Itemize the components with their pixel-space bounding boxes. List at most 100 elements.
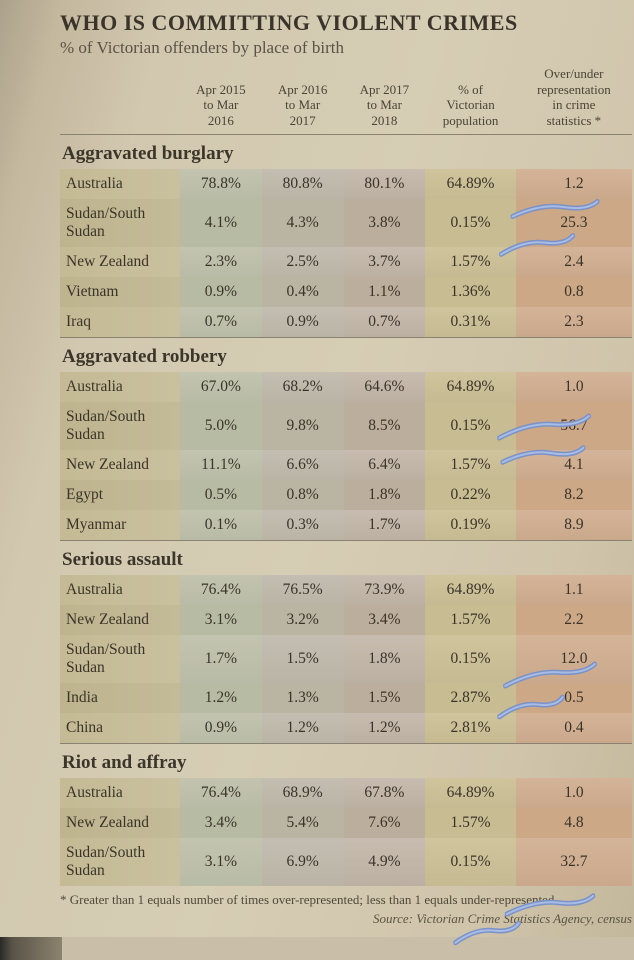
data-cell: 64.89% — [425, 778, 516, 808]
data-cell: 0.4% — [262, 277, 344, 307]
table-row: India1.2%1.3%1.5%2.87%0.5 — [60, 683, 632, 713]
data-cell: 2.3% — [180, 247, 262, 277]
data-cell: 56.7 — [516, 402, 632, 450]
country-name: New Zealand — [60, 450, 180, 480]
data-cell: 1.7% — [180, 635, 262, 683]
data-cell: 0.15% — [425, 635, 516, 683]
table-row: Myanmar0.1%0.3%1.7%0.19%8.9 — [60, 510, 632, 541]
data-cell: 1.5% — [262, 635, 344, 683]
column-header-row: Apr 2015to Mar2016 Apr 2016to Mar2017 Ap… — [60, 64, 632, 135]
data-cell: 1.57% — [425, 450, 516, 480]
table-row: China0.9%1.2%1.2%2.81%0.4 — [60, 713, 632, 744]
country-name: Vietnam — [60, 277, 180, 307]
data-cell: 11.1% — [180, 450, 262, 480]
country-name: Australia — [60, 575, 180, 605]
table-row: New Zealand2.3%2.5%3.7%1.57%2.4 — [60, 247, 632, 277]
table-row: Egypt0.5%0.8%1.8%0.22%8.2 — [60, 480, 632, 510]
data-cell: 6.6% — [262, 450, 344, 480]
country-name: Sudan/South Sudan — [60, 199, 180, 247]
country-name: Sudan/South Sudan — [60, 838, 180, 886]
data-cell: 0.8% — [262, 480, 344, 510]
data-cell: 64.6% — [344, 372, 426, 402]
data-cell: 12.0 — [516, 635, 632, 683]
country-name: Sudan/South Sudan — [60, 635, 180, 683]
data-cell: 0.5% — [180, 480, 262, 510]
data-cell: 80.8% — [262, 169, 344, 199]
data-cell: 1.36% — [425, 277, 516, 307]
country-name: New Zealand — [60, 808, 180, 838]
country-name: Sudan/South Sudan — [60, 402, 180, 450]
article-clipping: WHO IS COMMITTING VIOLENT CRIMES % of Vi… — [0, 0, 634, 937]
data-cell: 64.89% — [425, 372, 516, 402]
section-header: Riot and affray — [60, 744, 632, 779]
data-cell: 1.57% — [425, 247, 516, 277]
data-cell: 3.7% — [344, 247, 426, 277]
data-cell: 3.4% — [344, 605, 426, 635]
data-cell: 2.4 — [516, 247, 632, 277]
col-period-3: Apr 2017to Mar2018 — [344, 64, 426, 135]
data-cell: 4.3% — [262, 199, 344, 247]
crime-statistics-table: Apr 2015to Mar2016 Apr 2016to Mar2017 Ap… — [60, 64, 632, 886]
data-cell: 6.9% — [262, 838, 344, 886]
data-cell: 0.9% — [262, 307, 344, 338]
headline: WHO IS COMMITTING VIOLENT CRIMES — [60, 10, 632, 36]
col-period-2: Apr 2016to Mar2017 — [262, 64, 344, 135]
table-row: Vietnam0.9%0.4%1.1%1.36%0.8 — [60, 277, 632, 307]
data-cell: 0.15% — [425, 402, 516, 450]
table-row: Iraq0.7%0.9%0.7%0.31%2.3 — [60, 307, 632, 338]
data-cell: 2.87% — [425, 683, 516, 713]
data-cell: 32.7 — [516, 838, 632, 886]
table-row: New Zealand3.4%5.4%7.6%1.57%4.8 — [60, 808, 632, 838]
data-cell: 1.3% — [262, 683, 344, 713]
data-cell: 1.0 — [516, 778, 632, 808]
data-cell: 67.0% — [180, 372, 262, 402]
data-cell: 0.8 — [516, 277, 632, 307]
data-cell: 3.2% — [262, 605, 344, 635]
col-period-1: Apr 2015to Mar2016 — [180, 64, 262, 135]
country-name: Australia — [60, 372, 180, 402]
data-cell: 9.8% — [262, 402, 344, 450]
subheadline: % of Victorian offenders by place of bir… — [60, 38, 632, 58]
data-cell: 3.8% — [344, 199, 426, 247]
country-name: Myanmar — [60, 510, 180, 541]
data-cell: 1.8% — [344, 480, 426, 510]
data-cell: 6.4% — [344, 450, 426, 480]
data-cell: 3.1% — [180, 605, 262, 635]
data-cell: 1.0 — [516, 372, 632, 402]
source-attribution: Source: Victorian Crime Statistics Agenc… — [60, 911, 632, 927]
country-name: India — [60, 683, 180, 713]
country-name: China — [60, 713, 180, 744]
data-cell: 2.2 — [516, 605, 632, 635]
table-row: New Zealand11.1%6.6%6.4%1.57%4.1 — [60, 450, 632, 480]
data-cell: 64.89% — [425, 575, 516, 605]
section-header: Aggravated burglary — [60, 135, 632, 170]
data-cell: 1.8% — [344, 635, 426, 683]
data-cell: 4.1% — [180, 199, 262, 247]
data-cell: 0.9% — [180, 713, 262, 744]
data-cell: 68.9% — [262, 778, 344, 808]
country-name: Iraq — [60, 307, 180, 338]
table-row: Sudan/South Sudan3.1%6.9%4.9%0.15%32.7 — [60, 838, 632, 886]
data-cell: 76.4% — [180, 575, 262, 605]
col-representation: Over/underrepresentationin crimestatisti… — [516, 64, 632, 135]
data-cell: 76.4% — [180, 778, 262, 808]
data-cell: 1.1 — [516, 575, 632, 605]
table-row: Sudan/South Sudan1.7%1.5%1.8%0.15%12.0 — [60, 635, 632, 683]
data-cell: 1.2% — [262, 713, 344, 744]
data-cell: 3.4% — [180, 808, 262, 838]
data-cell: 0.4 — [516, 713, 632, 744]
data-cell: 1.2% — [180, 683, 262, 713]
section-header: Aggravated robbery — [60, 338, 632, 373]
data-cell: 8.9 — [516, 510, 632, 541]
data-cell: 0.15% — [425, 838, 516, 886]
country-name: Australia — [60, 778, 180, 808]
data-cell: 0.5 — [516, 683, 632, 713]
table-row: Australia76.4%76.5%73.9%64.89%1.1 — [60, 575, 632, 605]
footnote: * Greater than 1 equals number of times … — [60, 892, 632, 909]
data-cell: 3.1% — [180, 838, 262, 886]
country-name: New Zealand — [60, 247, 180, 277]
data-cell: 80.1% — [344, 169, 426, 199]
data-cell: 2.3 — [516, 307, 632, 338]
data-cell: 0.9% — [180, 277, 262, 307]
data-cell: 8.2 — [516, 480, 632, 510]
